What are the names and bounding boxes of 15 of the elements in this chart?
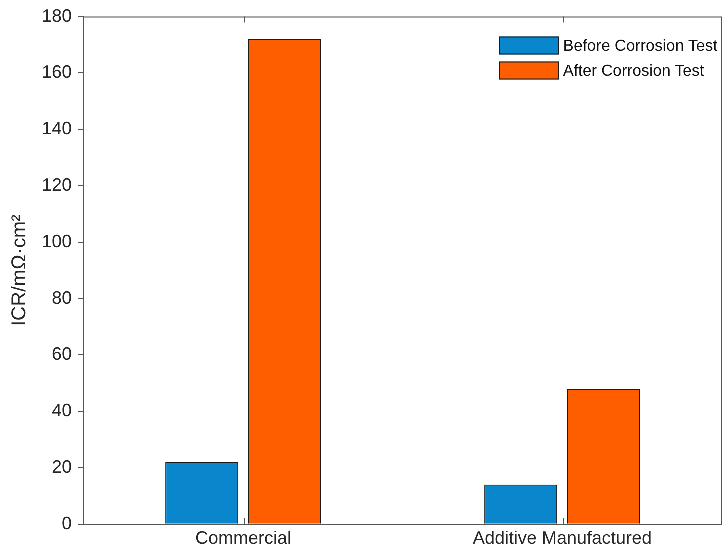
y-axis-title: ICR/mΩ·cm²: [8, 214, 31, 326]
y-tick-label: 0: [62, 513, 72, 534]
x-tick-label: Additive Manufactured: [472, 528, 652, 548]
y-tick-label: 60: [52, 344, 72, 364]
legend-label: Before Corrosion Test: [563, 38, 718, 56]
y-tick-label: 80: [52, 288, 72, 308]
y-tick-label: 100: [42, 231, 72, 252]
y-tick-label: 140: [42, 118, 72, 139]
y-tick-label: 40: [52, 400, 72, 421]
y-tick-label: 120: [42, 174, 72, 195]
y-tick-label: 160: [42, 62, 72, 82]
y-tick-label: 20: [52, 456, 72, 477]
x-tick-label: Commercial: [196, 528, 292, 548]
legend-label: After Corrosion Test: [563, 63, 705, 80]
y-tick-label: 180: [42, 6, 72, 26]
